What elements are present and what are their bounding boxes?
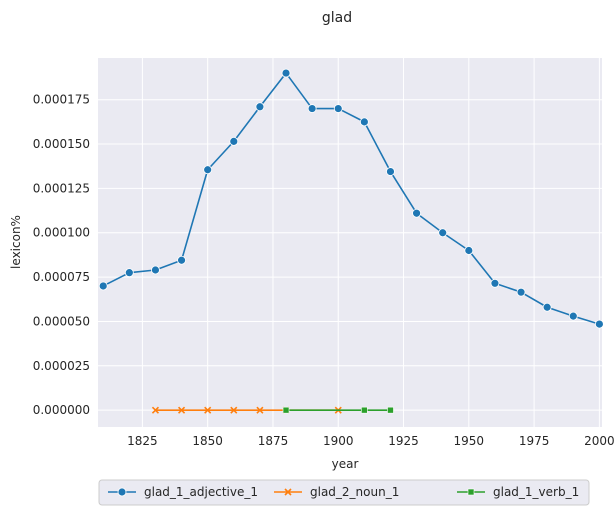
data-point — [151, 265, 160, 275]
grid-lines — [98, 58, 602, 427]
legend-item: glad_1_adjective_1 — [108, 485, 258, 499]
data-point — [281, 68, 291, 78]
data-point — [464, 246, 474, 255]
data-point — [516, 287, 526, 297]
data-point — [333, 104, 343, 113]
data-point — [203, 165, 213, 175]
data-point — [256, 406, 264, 414]
data-point — [229, 136, 239, 146]
legend-label: glad_1_adjective_1 — [144, 485, 258, 499]
series-glad_1_verb_1 — [282, 406, 394, 414]
data-point — [230, 406, 238, 414]
data-point — [594, 319, 604, 329]
data-point — [412, 208, 421, 218]
y-tick-label: 0.000050 — [33, 314, 90, 328]
data-point — [568, 311, 578, 321]
data-point — [361, 406, 368, 414]
y-tick-label: 0.000100 — [33, 226, 90, 240]
x-tick-label: 1875 — [258, 434, 289, 448]
data-point — [124, 268, 134, 278]
data-point — [282, 406, 290, 414]
data-point — [177, 406, 186, 414]
legend-marker — [467, 488, 475, 496]
series-line — [102, 72, 600, 325]
y-tick-label: 0.000075 — [33, 270, 90, 284]
y-tick-label: 0.000125 — [33, 181, 90, 195]
data-point — [204, 406, 212, 414]
x-tick-label: 1975 — [519, 434, 550, 448]
data-point — [542, 302, 552, 312]
data-point — [177, 255, 186, 265]
plot-area — [98, 58, 602, 427]
x-tick-label: 1950 — [454, 434, 485, 448]
y-tick-label: 0.000025 — [33, 359, 90, 373]
series-glad_1_adjective_1 — [98, 68, 604, 329]
data-point — [359, 117, 369, 127]
x-tick-label: 1900 — [323, 434, 354, 448]
legend-item: glad_2_noun_1 — [274, 485, 399, 499]
legend-item: glad_1_verb_1 — [457, 485, 579, 499]
x-tick-label: 1925 — [388, 434, 419, 448]
x-tick-label: 2000 — [584, 434, 614, 448]
y-tick-label: 0.000150 — [33, 137, 90, 151]
y-tick-label: 0.000000 — [33, 403, 90, 417]
y-axis-ticks: 0.000000 0.000025 0.000050 0.000075 0.000100… — [33, 93, 90, 417]
data-point — [255, 102, 265, 112]
x-axis-label: year — [332, 457, 359, 471]
legend-label: glad_2_noun_1 — [310, 485, 399, 499]
y-axis-label: lexicon% — [9, 215, 23, 269]
chart-title: glad — [322, 10, 352, 26]
y-tick-label: 0.000175 — [33, 93, 90, 107]
legend-box — [98, 479, 590, 506]
data-point — [386, 167, 395, 176]
data-point — [387, 406, 394, 414]
x-tick-label: 1850 — [192, 434, 223, 448]
legend: glad_1_adjective_1 glad_2_noun_1 glad_1_ve… — [98, 479, 590, 506]
x-tick-label: 1825 — [127, 434, 158, 448]
legend-label: glad_1_verb_1 — [493, 485, 579, 499]
data-point — [438, 228, 448, 238]
data-point — [98, 281, 108, 291]
legend-marker — [284, 488, 292, 496]
data-point — [490, 278, 500, 288]
x-axis-ticks: 1825 1850 1875 1900 1925 1950 1975 2000 — [127, 434, 614, 448]
legend-marker — [117, 487, 127, 497]
data-point — [151, 406, 160, 414]
series-layer — [98, 68, 604, 414]
data-point — [307, 104, 317, 113]
